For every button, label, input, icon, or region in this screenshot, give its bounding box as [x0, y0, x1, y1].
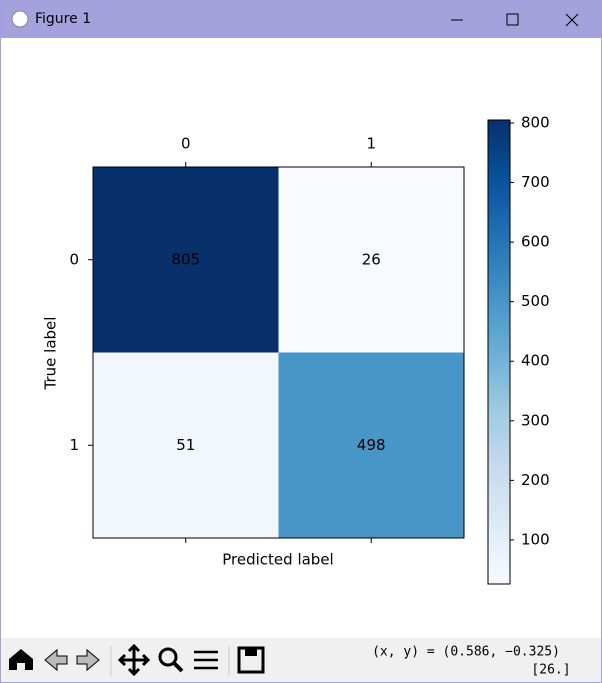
- colorbar-tick-label: 600: [521, 233, 550, 251]
- cell-value-label: 51: [176, 436, 195, 454]
- colorbar-tick-label: 400: [521, 352, 550, 370]
- colorbar-tick-label: 300: [521, 411, 550, 429]
- title-icons: [11, 10, 579, 28]
- y-tick-label: 0: [69, 250, 79, 268]
- colorbar: [487, 119, 511, 585]
- home-button[interactable]: [9, 649, 33, 670]
- toolbar: (x, y) = (0.586, −0.325) [26.]: [1, 638, 601, 682]
- heatmap-cell: [278, 167, 464, 353]
- x-tick-label: 0: [181, 135, 191, 153]
- status-coords: (x, y) = (0.586, −0.325): [372, 645, 560, 660]
- cell-value-label: 805: [171, 250, 200, 268]
- close[interactable]: [565, 13, 579, 27]
- back-button[interactable]: [44, 648, 68, 672]
- window-title: Figure 1: [35, 11, 92, 27]
- colorbar-tick-label: 700: [521, 173, 550, 191]
- colorbar-tick-label: 800: [521, 113, 550, 131]
- heatmap-cell: [93, 352, 279, 538]
- y-axis-label: True label: [42, 317, 60, 391]
- cell-value-label: 498: [357, 436, 386, 454]
- heatmap-cell: [93, 167, 279, 353]
- zoom-button[interactable]: [172, 661, 184, 673]
- configure-button[interactable]: [194, 650, 218, 670]
- pan-button[interactable]: [117, 643, 151, 677]
- cell-value-label: 26: [362, 250, 381, 268]
- plot-frame: [92, 166, 465, 539]
- title-bar: Figure 1: [1, 1, 601, 38]
- x-axis-label: Predicted label: [222, 551, 333, 569]
- maximize[interactable]: [506, 13, 519, 26]
- toolbar-icons: (x, y) = (0.586, −0.325) [26.]: [9, 643, 571, 678]
- app-icon: [11, 10, 29, 28]
- colorbar-tick-label: 100: [521, 530, 550, 548]
- forward-button[interactable]: [76, 648, 100, 672]
- status-value: [26.]: [531, 663, 570, 678]
- colorbar-tick-label: 500: [521, 292, 550, 310]
- colorbar-tick-label: 200: [521, 471, 550, 489]
- x-tick-label: 1: [366, 135, 376, 153]
- y-tick-label: 1: [69, 436, 79, 454]
- heatmap-cell: [278, 352, 464, 538]
